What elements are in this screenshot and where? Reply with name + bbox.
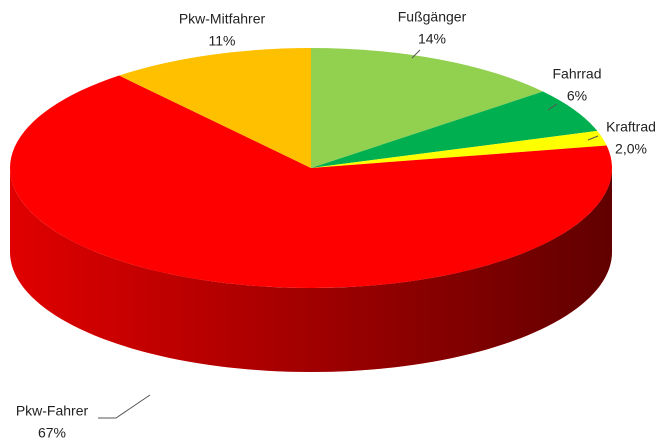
leader-line	[587, 135, 599, 141]
slice-value-label: 11%	[209, 33, 236, 49]
leader-line	[411, 49, 421, 59]
pie-slice	[311, 48, 543, 168]
leader-line	[98, 394, 151, 419]
slice-label: Kraftrad	[606, 119, 656, 135]
slice-label: Pkw-Mitfahrer	[179, 11, 266, 27]
pie-slice	[311, 130, 607, 168]
pie-slice	[311, 91, 598, 168]
slice-side-shade	[10, 168, 612, 372]
pie-slice	[119, 48, 311, 168]
pie-slice	[10, 75, 612, 289]
slice-label: Pkw-Fahrer	[16, 403, 89, 419]
leader-line	[547, 103, 558, 111]
pie-tops	[10, 48, 612, 289]
slice-value-label: 6%	[567, 88, 587, 104]
pie-sides	[10, 168, 612, 372]
slice-label: Fahrrad	[552, 66, 601, 82]
labels: Fußgänger 14% Fahrrad 6% Kraftrad 2,0% Pkw-Fah…	[16, 9, 656, 441]
slice-value-label: 2,0%	[615, 141, 647, 157]
slice-value-label: 14%	[418, 31, 446, 47]
slice-value-label: 67%	[38, 425, 66, 441]
slice-label: Fußgänger	[398, 9, 467, 25]
